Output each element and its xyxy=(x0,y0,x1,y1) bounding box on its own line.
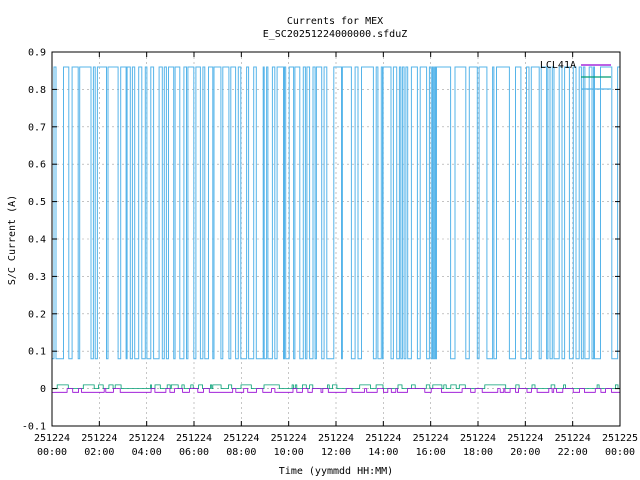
y-tick-label: 0.8 xyxy=(28,85,46,96)
y-tick-label: 0.1 xyxy=(28,347,46,358)
legend: LCL41A xyxy=(540,60,611,90)
x-tick-date: 251225 xyxy=(602,433,638,444)
y-tick-label: -0.1 xyxy=(22,422,46,433)
x-tick-date: 251224 xyxy=(318,433,354,444)
x-tick-date: 251224 xyxy=(81,433,117,444)
legend-entry-1-label: LCL41A xyxy=(540,60,576,71)
y-tick-label: 0 xyxy=(40,384,46,395)
y-axis-label: S/C Current (A) xyxy=(7,195,18,285)
y-tick-label: 0.3 xyxy=(28,272,46,283)
series-3-line xyxy=(51,66,620,360)
x-tick-date: 251224 xyxy=(460,433,496,444)
series-1-line xyxy=(51,388,620,393)
x-tick-date: 251224 xyxy=(271,433,307,444)
x-tick-time: 02:00 xyxy=(84,447,114,458)
chart-subtitle: E_SC20251224000000.sfduZ xyxy=(263,29,408,40)
grid xyxy=(51,51,621,427)
x-axis: 251224 00:00 251224 02:00 251224 04:00 251224 0… xyxy=(34,52,638,458)
x-tick-date: 251224 xyxy=(365,433,401,444)
x-tick-date: 251224 xyxy=(176,433,212,444)
series-group xyxy=(51,66,620,393)
x-tick-date: 251224 xyxy=(129,433,165,444)
x-axis-label: Time (yymmdd HH:MM) xyxy=(279,466,393,477)
x-tick-date: 251224 xyxy=(507,433,543,444)
x-tick-time: 20:00 xyxy=(510,447,540,458)
y-axis: -0.1 0 0.1 0.2 0.3 0.4 0.5 0.6 0.7 0.8 0.9 xyxy=(22,48,620,433)
x-tick-time: 04:00 xyxy=(132,447,162,458)
x-tick-date: 251224 xyxy=(413,433,449,444)
x-tick-time: 14:00 xyxy=(368,447,398,458)
x-tick-time: 00:00 xyxy=(605,447,635,458)
x-tick-time: 08:00 xyxy=(226,447,256,458)
x-tick-time: 22:00 xyxy=(558,447,588,458)
x-tick-time: 18:00 xyxy=(463,447,493,458)
x-tick-date: 251224 xyxy=(555,433,591,444)
x-tick-time: 06:00 xyxy=(179,447,209,458)
chart-title: Currents for MEX xyxy=(287,16,383,27)
x-tick-time: 12:00 xyxy=(321,447,351,458)
y-tick-label: 0.2 xyxy=(28,309,46,320)
x-tick-date: 251224 xyxy=(223,433,259,444)
y-tick-label: 0.5 xyxy=(28,197,46,208)
x-tick-time: 16:00 xyxy=(416,447,446,458)
x-tick-time: 00:00 xyxy=(37,447,67,458)
y-tick-label: 0.7 xyxy=(28,122,46,133)
x-tick-time: 10:00 xyxy=(274,447,304,458)
y-tick-label: 0.6 xyxy=(28,160,46,171)
y-tick-label: 0.9 xyxy=(28,48,46,59)
x-tick-date: 251224 xyxy=(34,433,70,444)
y-tick-label: 0.4 xyxy=(28,235,46,246)
